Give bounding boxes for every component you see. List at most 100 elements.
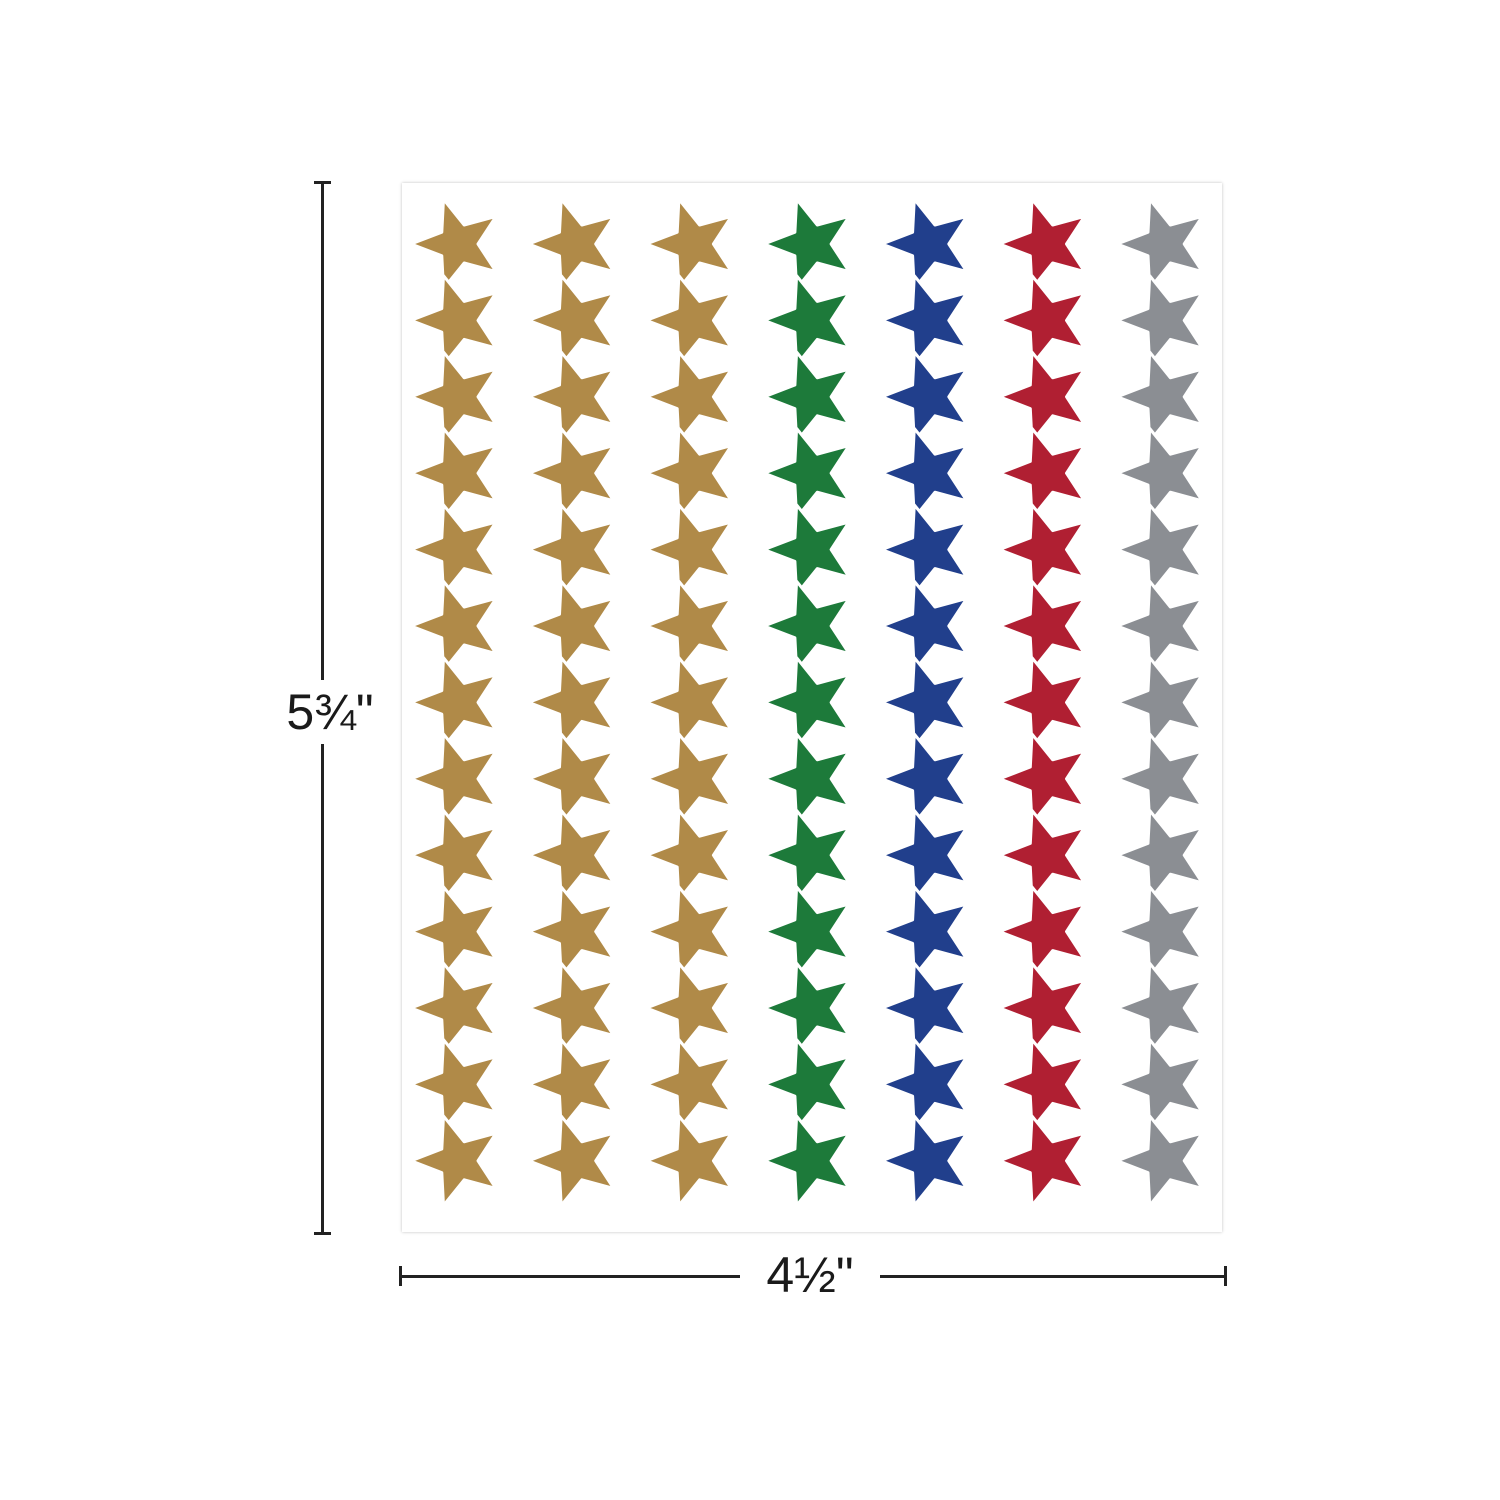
gold-star-sticker bbox=[409, 656, 498, 749]
gold-star-sticker bbox=[644, 732, 733, 825]
gold-star-sticker bbox=[527, 656, 616, 749]
gold-star-sticker bbox=[644, 656, 733, 749]
green-star-sticker bbox=[762, 961, 851, 1055]
width-dimension-cap-right bbox=[1224, 1266, 1227, 1286]
gold-star-sticker bbox=[409, 961, 498, 1055]
gold-star-sticker bbox=[644, 1114, 733, 1207]
width-label: 4½" bbox=[766, 1247, 854, 1303]
width-dimension-line-right bbox=[880, 1275, 1226, 1278]
gold-star-sticker bbox=[644, 885, 733, 978]
blue-star-sticker bbox=[880, 656, 969, 749]
green-star-sticker bbox=[762, 197, 851, 291]
silver-star-sticker bbox=[1115, 1114, 1204, 1207]
blue-star-sticker bbox=[880, 1114, 969, 1207]
red-star-sticker bbox=[998, 274, 1086, 367]
green-star-sticker bbox=[762, 350, 851, 443]
silver-star-sticker bbox=[1115, 656, 1204, 749]
silver-star-sticker bbox=[1115, 732, 1204, 825]
green-star-sticker bbox=[762, 656, 851, 749]
red-star-sticker bbox=[998, 427, 1086, 520]
gold-star-sticker bbox=[644, 579, 733, 673]
red-star-sticker bbox=[998, 1038, 1086, 1131]
silver-star-sticker bbox=[1115, 274, 1204, 367]
green-star-sticker bbox=[762, 885, 851, 978]
gold-star-sticker bbox=[644, 809, 733, 902]
blue-star-sticker bbox=[880, 885, 969, 978]
gold-star-sticker bbox=[527, 732, 616, 825]
gold-star-sticker bbox=[644, 961, 733, 1055]
silver-star-sticker bbox=[1115, 809, 1204, 902]
gold-star-sticker bbox=[409, 732, 498, 825]
blue-star-sticker bbox=[880, 809, 969, 902]
silver-star-sticker bbox=[1115, 579, 1204, 673]
red-star-sticker bbox=[998, 503, 1086, 596]
red-star-sticker bbox=[998, 350, 1086, 443]
blue-star-sticker bbox=[880, 579, 969, 673]
height-dimension-cap-top bbox=[314, 181, 331, 184]
blue-star-sticker bbox=[880, 1038, 969, 1131]
silver-star-sticker bbox=[1115, 350, 1204, 443]
red-star-sticker bbox=[998, 732, 1086, 825]
gold-star-sticker bbox=[409, 885, 498, 978]
gold-star-sticker bbox=[644, 427, 733, 520]
gold-star-sticker bbox=[409, 503, 498, 596]
silver-star-sticker bbox=[1115, 961, 1204, 1055]
silver-star-sticker bbox=[1115, 885, 1204, 978]
gold-star-sticker bbox=[409, 809, 498, 902]
gold-star-sticker bbox=[527, 427, 616, 520]
gold-star-sticker bbox=[644, 350, 733, 443]
blue-star-sticker bbox=[880, 732, 969, 825]
blue-star-sticker bbox=[880, 503, 969, 596]
green-star-sticker bbox=[762, 427, 851, 520]
red-star-sticker bbox=[998, 885, 1086, 978]
gold-star-sticker bbox=[644, 1038, 733, 1131]
gold-star-sticker bbox=[527, 1114, 616, 1207]
gold-star-sticker bbox=[409, 579, 498, 673]
blue-star-sticker bbox=[880, 961, 969, 1055]
width-dimension-cap-left bbox=[399, 1266, 402, 1286]
gold-star-sticker bbox=[409, 350, 498, 443]
red-star-sticker bbox=[998, 1114, 1086, 1207]
green-star-sticker bbox=[762, 1038, 851, 1131]
gold-star-sticker bbox=[644, 274, 733, 367]
silver-star-sticker bbox=[1115, 503, 1204, 596]
blue-star-sticker bbox=[880, 427, 969, 520]
green-star-sticker bbox=[762, 274, 851, 367]
gold-star-sticker bbox=[527, 809, 616, 902]
gold-star-sticker bbox=[409, 197, 498, 291]
green-star-sticker bbox=[762, 1114, 851, 1207]
gold-star-sticker bbox=[527, 197, 616, 291]
gold-star-sticker bbox=[527, 274, 616, 367]
silver-star-sticker bbox=[1115, 197, 1204, 291]
gold-star-sticker bbox=[409, 1038, 498, 1131]
red-star-sticker bbox=[998, 961, 1086, 1055]
green-star-sticker bbox=[762, 503, 851, 596]
blue-star-sticker bbox=[880, 274, 969, 367]
silver-star-sticker bbox=[1115, 1038, 1204, 1131]
green-star-sticker bbox=[762, 579, 851, 673]
gold-star-sticker bbox=[527, 961, 616, 1055]
gold-star-sticker bbox=[527, 885, 616, 978]
height-dimension-cap-bottom bbox=[314, 1232, 331, 1235]
blue-star-sticker bbox=[880, 350, 969, 443]
gold-star-sticker bbox=[527, 579, 616, 673]
silver-star-sticker bbox=[1115, 427, 1204, 520]
gold-star-sticker bbox=[527, 350, 616, 443]
red-star-sticker bbox=[998, 197, 1086, 291]
height-label: 5¾" bbox=[270, 680, 390, 744]
gold-star-sticker bbox=[409, 427, 498, 520]
red-star-sticker bbox=[998, 809, 1086, 902]
gold-star-sticker bbox=[644, 503, 733, 596]
width-dimension-line-left bbox=[400, 1275, 740, 1278]
green-star-sticker bbox=[762, 732, 851, 825]
blue-star-sticker bbox=[880, 197, 969, 291]
green-star-sticker bbox=[762, 809, 851, 902]
red-star-sticker bbox=[998, 579, 1086, 673]
gold-star-sticker bbox=[527, 503, 616, 596]
red-star-sticker bbox=[998, 656, 1086, 749]
gold-star-sticker bbox=[527, 1038, 616, 1131]
gold-star-sticker bbox=[644, 197, 733, 291]
gold-star-sticker bbox=[409, 274, 498, 367]
gold-star-sticker bbox=[409, 1114, 498, 1207]
